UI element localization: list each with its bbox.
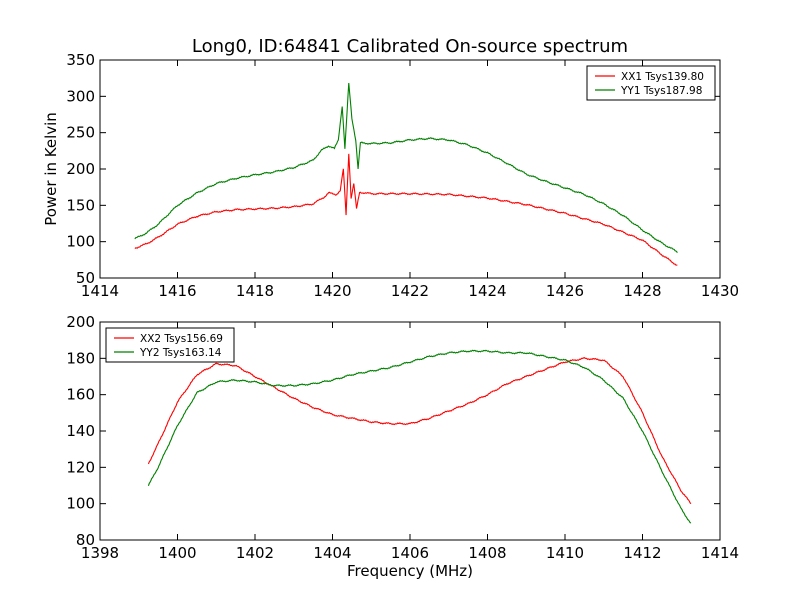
x-tick-label: 1406 (391, 544, 429, 562)
x-tick-label: 1428 (623, 282, 661, 300)
y-tick-label: 200 (66, 160, 95, 178)
y-tick-label: 120 (66, 458, 95, 476)
x-tick-label: 1412 (623, 544, 661, 562)
x-tick-label: 1420 (313, 282, 351, 300)
y-tick-label: 100 (66, 495, 95, 513)
chart-title: Long0, ID:64841 Calibrated On-source spe… (192, 36, 628, 57)
legend-label: XX2 Tsys156.69 (140, 333, 223, 345)
series-line-1 (147, 356, 692, 505)
x-tick-label: 1414 (81, 282, 119, 300)
x-tick-label: 1398 (81, 544, 119, 562)
legend: XX2 Tsys156.69 YY2 Tsys163.14 (105, 327, 235, 363)
y-tick-label: 350 (66, 51, 95, 69)
x-tick-label: 1416 (158, 282, 196, 300)
x-tick-label: 1430 (701, 282, 739, 300)
x-tick-label: 1414 (701, 544, 739, 562)
x-tick-label: 1426 (546, 282, 584, 300)
legend-box (105, 327, 235, 363)
x-tick-label: 1400 (158, 544, 196, 562)
x-axis-label: Frequency (MHz) (347, 562, 473, 580)
legend-label: XX1 Tsys139.80 (621, 71, 704, 83)
y-tick-label: 180 (66, 349, 95, 367)
y-tick-label: 100 (66, 233, 95, 251)
series-line-2 (134, 82, 678, 253)
y-tick-label: 80 (76, 531, 95, 549)
x-tick-label: 1422 (391, 282, 429, 300)
bottom-chart: 1398 1400 1402 1404 1406 1408 1410 1412 1414 80 10… (66, 313, 739, 580)
y-tick-label: 140 (66, 422, 95, 440)
x-tick-label: 1424 (468, 282, 506, 300)
top-chart: 1414 1416 1418 1420 1422 1424 1426 1428 1430 50 10… (42, 51, 739, 300)
y-tick-label: 250 (66, 124, 95, 142)
legend-label: YY2 Tsys163.14 (139, 347, 222, 359)
x-tick-label: 1408 (468, 544, 506, 562)
series-line-1 (134, 153, 678, 266)
y-tick-label: 150 (66, 196, 95, 214)
x-tick-label: 1402 (236, 544, 274, 562)
legend-label: YY1 Tsys187.98 (620, 85, 702, 97)
y-axis-label: Power in Kelvin (42, 112, 60, 226)
series-line-2 (147, 349, 692, 524)
x-tick-label: 1404 (313, 544, 351, 562)
x-tick-label: 1418 (236, 282, 274, 300)
y-tick-label: 300 (66, 87, 95, 105)
y-tick-label: 160 (66, 386, 95, 404)
legend-box (586, 65, 716, 101)
y-tick-label: 50 (76, 269, 95, 287)
legend: XX1 Tsys139.80 YY1 Tsys187.98 (586, 65, 716, 101)
y-tick-label: 200 (66, 313, 95, 331)
x-tick-label: 1410 (546, 544, 584, 562)
